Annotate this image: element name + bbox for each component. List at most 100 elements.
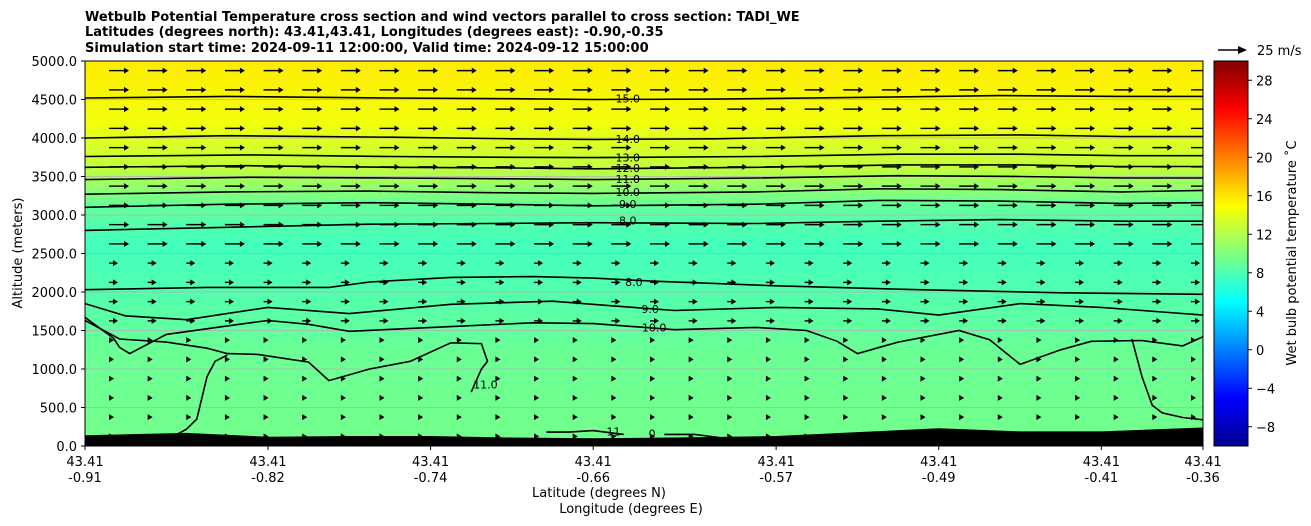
wind-vector-head <box>1206 106 1211 112</box>
wind-vector-head <box>549 144 555 151</box>
wind-vector-head <box>896 144 902 151</box>
y-tick-label: 4000.0 <box>32 132 78 147</box>
wind-vector-head <box>688 337 694 344</box>
wind-vector-head <box>896 106 902 113</box>
wind-vector-head <box>162 221 168 228</box>
wind-vector-head <box>186 337 192 344</box>
wind-vector-head <box>974 106 980 113</box>
wind-vector-head <box>727 414 733 421</box>
contour-line <box>85 275 1203 296</box>
wind-vector-head <box>1128 125 1134 132</box>
contour-line <box>85 164 1203 170</box>
wind-vector-head <box>471 106 477 113</box>
y-axis-label: Altitude (meters) <box>11 198 26 309</box>
wind-vector-head <box>340 356 346 363</box>
wind-vector-head <box>959 394 965 401</box>
wind-vector-head <box>109 394 114 401</box>
wind-vector-head <box>896 221 902 228</box>
wind-vector-head <box>151 260 157 267</box>
wind-vector-head <box>278 106 284 113</box>
wind-vector-head <box>881 356 887 363</box>
wind-vector-head <box>113 260 118 267</box>
wind-vector-head <box>974 144 980 151</box>
wind-vector-head <box>534 356 540 363</box>
wind-vector-head <box>113 298 118 305</box>
wind-vector-head <box>974 67 980 74</box>
wind-vector-head <box>471 86 477 93</box>
wind-vector-head <box>997 394 1003 401</box>
wind-vector-head <box>1012 106 1018 113</box>
wind-vector-head <box>228 298 234 305</box>
wind-vector-head <box>731 260 737 267</box>
wind-vector-head <box>510 86 516 93</box>
wind-vector-head <box>278 67 284 74</box>
wind-vector-head <box>885 298 891 305</box>
wind-vector-head <box>611 433 617 440</box>
wind-vector-head <box>418 414 424 421</box>
wind-vector-head <box>1195 260 1200 267</box>
wind-vector-head <box>1040 317 1046 324</box>
wind-vector-head <box>201 125 207 132</box>
wind-vector-head <box>124 67 129 74</box>
wind-vector-head <box>239 183 245 190</box>
wind-vector-head <box>974 221 980 228</box>
wind-key-arrowhead <box>1238 46 1247 54</box>
wind-vector-head <box>1167 202 1173 209</box>
wind-vector-head <box>394 144 400 151</box>
wind-vector-head <box>587 106 593 113</box>
colorbar-tick-label: 16 <box>1256 190 1273 205</box>
contour-line <box>85 134 1203 141</box>
wind-vector-head <box>224 414 230 421</box>
wind-vector-head <box>881 414 887 421</box>
wind-vector-head <box>804 394 810 401</box>
wind-vector-head <box>471 144 477 151</box>
wind-vector-head <box>239 240 245 247</box>
wind-vector-head <box>935 183 941 190</box>
wind-vector-head <box>974 183 980 190</box>
wind-vector-head <box>1075 375 1081 382</box>
wind-vector-head <box>650 375 655 382</box>
wind-vector-head <box>1012 183 1018 190</box>
wind-vector-head <box>1001 317 1007 324</box>
wind-vector-head <box>224 337 230 344</box>
wind-vector-head <box>1051 202 1057 209</box>
contour-line <box>85 174 1203 181</box>
wind-vector-head <box>1191 375 1196 382</box>
wind-vector-head <box>819 144 825 151</box>
wind-vector-head <box>1012 67 1018 74</box>
wind-vector-head <box>769 279 775 286</box>
contour-label: 14.0 <box>615 133 640 146</box>
wind-vector-head <box>654 317 659 324</box>
wind-vector-head <box>626 86 632 93</box>
chart-title-line-3: Simulation start time: 2024-09-11 12:00:… <box>85 41 649 56</box>
wind-vector-head <box>727 394 733 401</box>
contour-line <box>85 94 1203 101</box>
wind-vector-head <box>1090 86 1096 93</box>
wind-vector-head <box>587 86 593 93</box>
contour-label: 12.0 <box>615 162 640 175</box>
wind-vector-head <box>703 240 709 247</box>
wind-vector-head <box>665 86 670 93</box>
wind-vector-head <box>1117 317 1123 324</box>
wind-vector-head <box>201 240 207 247</box>
wind-vector-head <box>769 260 775 267</box>
contour-label: 9.0 <box>641 303 659 316</box>
colorbar-tick-label: 24 <box>1256 113 1273 128</box>
wind-vector-head <box>1167 221 1173 228</box>
wind-vector-head <box>654 260 659 267</box>
wind-vector-head <box>394 106 400 113</box>
wind-vector-head <box>650 394 655 401</box>
wind-vector-head <box>858 125 864 132</box>
colorbar-tick-label: 8 <box>1256 267 1264 282</box>
wind-vector-head <box>769 298 775 305</box>
wind-vector-head <box>665 106 670 113</box>
wind-vector-head <box>843 394 849 401</box>
wind-vector-head <box>780 106 786 113</box>
wind-vector-head <box>615 279 621 286</box>
wind-vector-head <box>190 279 196 286</box>
wind-vector-head <box>317 106 323 113</box>
wind-vector-head <box>510 106 516 113</box>
wind-vector-head <box>1090 67 1096 74</box>
wind-vector-head <box>665 144 670 151</box>
wind-vector-head <box>1079 298 1085 305</box>
